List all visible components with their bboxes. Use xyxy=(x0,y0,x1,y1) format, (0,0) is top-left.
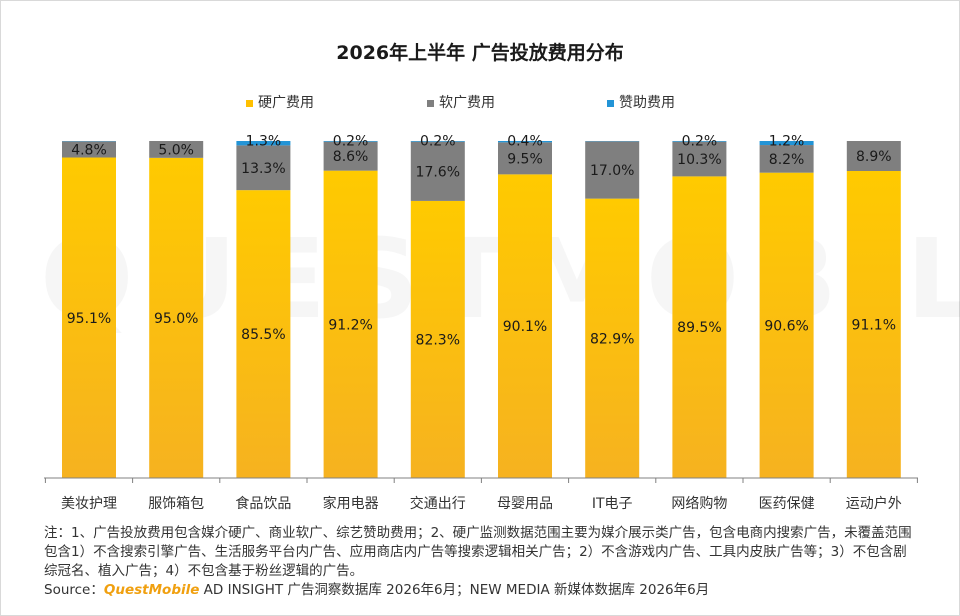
legend-item-soft-ad: 软广费用 xyxy=(427,92,495,112)
bar-hard-ad-3 xyxy=(323,170,378,478)
footnote: 注：1、广告投放费用包含媒介硬广、商业软广、综艺赞助费用；2、硬广监测数据范围主… xyxy=(44,525,912,579)
bar-hard-ad-0 xyxy=(62,157,116,478)
data-label-hard-ad-5: 90.1% xyxy=(503,319,547,335)
x-tick-label-0: 美妆护理 xyxy=(61,496,117,512)
data-label-soft-ad-0: 4.8% xyxy=(71,142,107,158)
bar-sponsor-4 xyxy=(410,141,465,142)
legend: 硬广费用 软广费用 赞助费用 xyxy=(0,92,960,112)
data-label-hard-ad-2: 85.5% xyxy=(241,327,285,343)
legend-swatch-hard-ad xyxy=(246,99,253,107)
legend-swatch-soft-ad xyxy=(427,99,434,107)
x-tick-label-6: IT电子 xyxy=(592,496,633,512)
stacked-bar-chart: 95.1% 4.8% 95.0% 5.0% 85.5% 13.3% 1.3% 91.2% 8.6… xyxy=(44,134,918,512)
data-label-hard-ad-8: 90.6% xyxy=(764,318,808,334)
x-tick-label-2: 食品饮品 xyxy=(235,495,291,512)
bars-group: 95.1% 4.8% 95.0% 5.0% 85.5% 13.3% 1.3% 91.2% 8.6… xyxy=(62,134,901,479)
x-tick-label-9: 运动户外 xyxy=(846,495,902,512)
data-label-hard-ad-9: 91.1% xyxy=(852,317,896,333)
data-label-soft-ad-2: 13.3% xyxy=(241,161,285,177)
data-label-soft-ad-7: 10.3% xyxy=(677,152,721,168)
bar-hard-ad-1 xyxy=(149,157,204,478)
source-prefix: Source： xyxy=(44,582,104,598)
data-label-sponsor-4: 0.2% xyxy=(420,134,456,150)
bar-soft-ad-7 xyxy=(672,141,727,177)
bar-soft-ad-8 xyxy=(759,145,814,173)
bar-soft-ad-3 xyxy=(323,141,378,171)
bar-soft-ad-5 xyxy=(498,142,552,175)
legend-label-sponsor: 赞助费用 xyxy=(619,95,675,111)
data-label-sponsor-3: 0.2% xyxy=(333,134,369,150)
bar-hard-ad-9 xyxy=(846,170,901,479)
x-tick-label-3: 家用电器 xyxy=(323,495,379,512)
bar-sponsor-3 xyxy=(323,141,378,142)
data-label-soft-ad-9: 8.9% xyxy=(856,149,892,165)
data-label-sponsor-7: 0.2% xyxy=(682,134,718,150)
chart-title: 2026年上半年 广告投放费用分布 xyxy=(336,42,624,64)
legend-item-sponsor: 赞助费用 xyxy=(607,92,675,112)
data-label-hard-ad-6: 82.9% xyxy=(590,331,634,347)
data-label-soft-ad-8: 8.2% xyxy=(769,152,805,168)
bar-sponsor-7 xyxy=(672,141,727,142)
legend-item-hard-ad: 硬广费用 xyxy=(246,92,314,112)
bar-hard-ad-4 xyxy=(410,200,465,478)
bar-soft-ad-4 xyxy=(410,141,465,201)
bar-hard-ad-7 xyxy=(672,176,727,478)
data-label-soft-ad-6: 17.0% xyxy=(590,163,634,179)
source-rest: AD INSIGHT 广告洞察数据库 2026年6月；NEW MEDIA 新媒体… xyxy=(199,582,710,598)
x-tick-label-7: 网络购物 xyxy=(671,496,727,512)
x-tick-label-4: 交通出行 xyxy=(410,495,466,512)
bar-sponsor-8 xyxy=(759,141,814,146)
source-brand: QuestMobile xyxy=(103,582,200,598)
data-label-hard-ad-7: 89.5% xyxy=(677,320,721,336)
x-tick-label-8: 医药保健 xyxy=(759,496,815,512)
x-axis-labels: 美妆护理 服饰箱包 食品饮品 家用电器 交通出行 母婴用品 IT电子 网络购物 医药保健 运动户外 xyxy=(44,478,918,512)
bar-hard-ad-8 xyxy=(759,172,814,479)
data-label-hard-ad-1: 95.0% xyxy=(154,311,198,327)
data-label-soft-ad-3: 8.6% xyxy=(333,149,369,165)
legend-swatch-sponsor xyxy=(607,99,614,107)
bar-soft-ad-0 xyxy=(62,141,116,158)
legend-label-hard-ad: 硬广费用 xyxy=(258,95,314,111)
data-label-sponsor-8: 1.2% xyxy=(769,134,805,150)
x-tick-label-1: 服饰箱包 xyxy=(148,496,204,512)
x-tick-label-5: 母婴用品 xyxy=(497,496,553,512)
source-line: Source：QuestMobile AD INSIGHT 广告洞察数据库 20… xyxy=(44,581,924,600)
data-label-hard-ad-4: 82.3% xyxy=(416,332,460,348)
legend-label-soft-ad: 软广费用 xyxy=(439,95,495,111)
bar-hard-ad-6 xyxy=(585,198,640,478)
data-label-soft-ad-5: 9.5% xyxy=(507,151,543,167)
bar-sponsor-5 xyxy=(498,141,552,143)
bar-soft-ad-9 xyxy=(846,141,901,171)
data-label-hard-ad-0: 95.1% xyxy=(67,311,111,327)
bar-soft-ad-6 xyxy=(585,141,640,199)
bar-hard-ad-5 xyxy=(498,174,552,478)
bar-soft-ad-1 xyxy=(149,141,204,158)
data-label-hard-ad-3: 91.2% xyxy=(328,317,372,333)
data-label-sponsor-2: 1.3% xyxy=(246,134,282,150)
bar-hard-ad-2 xyxy=(236,190,291,479)
bar-soft-ad-2 xyxy=(236,145,291,191)
data-label-soft-ad-4: 17.6% xyxy=(416,164,460,180)
data-label-sponsor-5: 0.4% xyxy=(507,134,543,150)
data-label-soft-ad-1: 5.0% xyxy=(158,142,194,158)
bar-sponsor-2 xyxy=(236,141,291,146)
